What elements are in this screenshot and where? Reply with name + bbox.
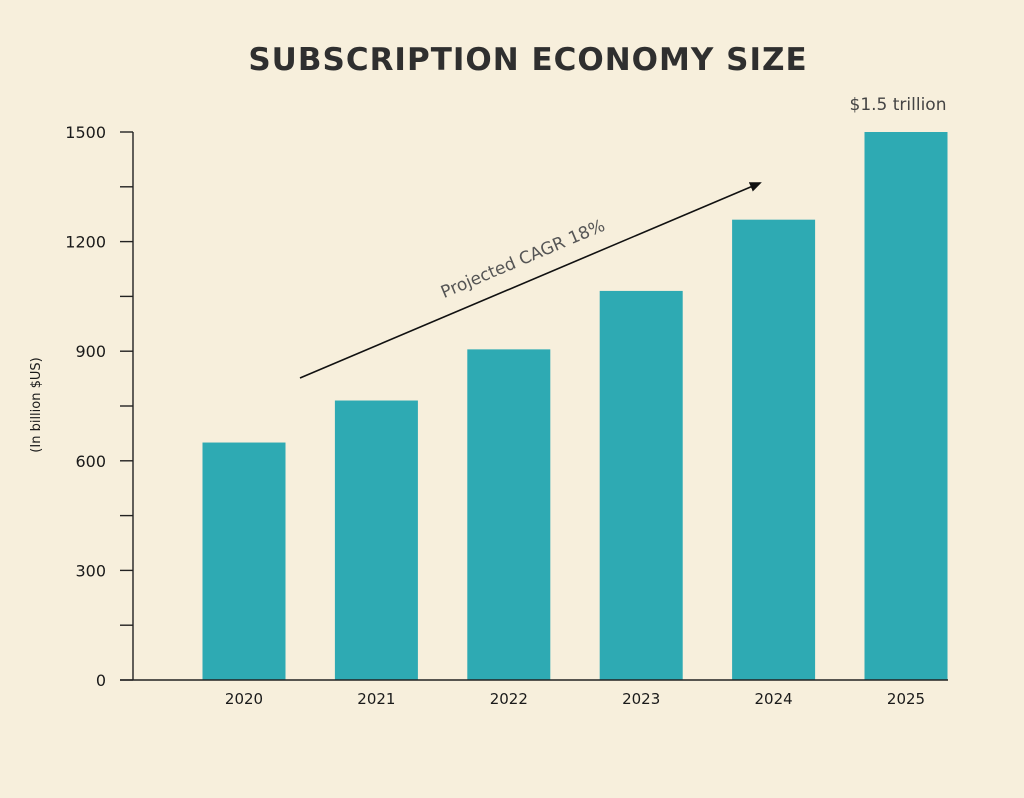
bar-2022 [467, 349, 551, 680]
y-tick-label-1500: 1500 [65, 123, 106, 142]
y-tick-label-900: 900 [75, 342, 106, 361]
x-tick-label-2024: 2024 [755, 690, 793, 708]
y-tick-label-0: 0 [96, 671, 106, 690]
chart-title: SUBSCRIPTION ECONOMY SIZE [248, 42, 807, 78]
y-tick-label-1200: 1200 [65, 233, 106, 252]
bar-2021 [334, 400, 418, 680]
x-tick-label-2022: 2022 [490, 690, 528, 708]
bar-2023 [599, 290, 683, 680]
bar-2024 [732, 219, 816, 680]
y-axis-label: (In billion $US) [29, 357, 44, 452]
x-axis: 2020 2021 2022 2023 2024 2025 [120, 679, 948, 708]
y-tick-label-300: 300 [75, 561, 106, 580]
bar-2025 [864, 132, 948, 680]
y-axis: 0 300 600 900 1200 1500 [65, 123, 134, 690]
x-tick-label-2025: 2025 [887, 690, 925, 708]
x-tick-label-2021: 2021 [357, 690, 395, 708]
x-tick-label-2023: 2023 [622, 690, 660, 708]
trend-arrow [299, 182, 762, 379]
bars-group [202, 132, 948, 680]
y-tick-label-600: 600 [75, 452, 106, 471]
x-tick-label-2020: 2020 [225, 690, 263, 708]
top-value-annotation: $1.5 trillion [850, 95, 947, 115]
trend-label: Projected CAGR 18% [438, 216, 608, 303]
bar-2020 [202, 442, 286, 680]
